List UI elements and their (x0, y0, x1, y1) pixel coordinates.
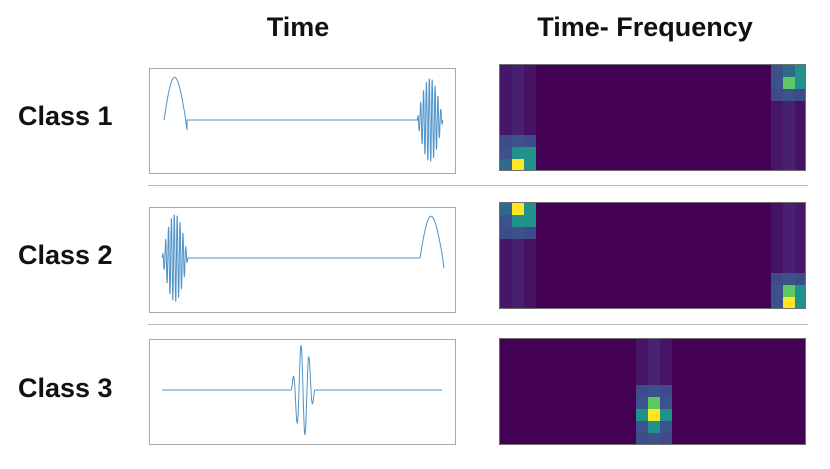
class-3-spectrogram (499, 338, 806, 445)
time-frequency-column-header: Time- Frequency (537, 12, 753, 42)
class-2-time-signal (149, 207, 456, 313)
class-2-label: Class 2 (18, 240, 113, 270)
class-3-time-signal (149, 339, 456, 445)
class-2-waveform (161, 214, 445, 302)
class-1-spectrogram (499, 64, 806, 171)
class-1-time-signal (149, 68, 456, 174)
row-divider-2 (148, 324, 808, 325)
class-1-waveform (163, 76, 444, 162)
time-column-header: Time (266, 12, 330, 42)
row-divider-1 (148, 185, 808, 186)
class-3-waveform (162, 344, 442, 436)
class-2-spectrogram (499, 202, 806, 309)
class-1-label: Class 1 (18, 101, 113, 131)
class-3-label: Class 3 (18, 373, 113, 403)
